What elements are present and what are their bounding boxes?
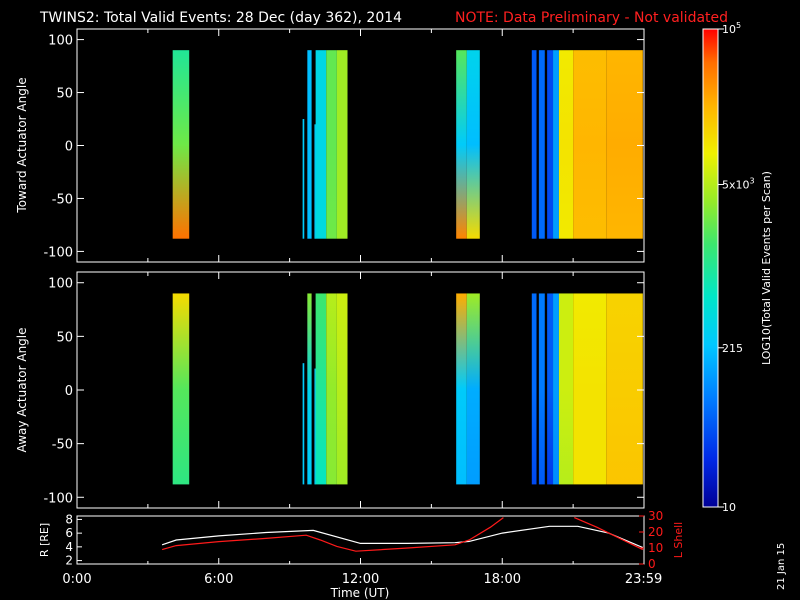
y-tick-label: 50 [56,87,73,102]
y-tick-label: 100 [48,277,73,292]
away-panel: 100 50 0 -50 -100 Away Actuator Angle [15,271,645,509]
heatmap-cell [606,293,643,485]
time-tick-label: 6:00 [204,572,233,587]
orbit-frame [76,515,645,565]
y-tick-label: -50 [52,192,73,207]
y-tick-label: 0 [65,384,73,399]
time-tick-label: 18:00 [484,572,521,587]
y-tick-label: 0 [65,140,73,155]
toward-panel: 100 50 0 -50 -100 Toward Actuator Angle [15,28,645,263]
heatmap-cell [172,50,190,239]
heatmap-cell [573,50,607,239]
colorbar: 10 215 5x103 105 LOG10(Total Valid Events p… [702,21,773,514]
lshell-tick-label: 30 [648,509,663,523]
heatmap-cell [315,50,327,239]
y-tick-label: 50 [56,330,73,345]
heatmap-cell [531,50,537,239]
heatmap-cell [302,363,305,485]
heatmap-cell [558,293,574,485]
heatmap-cell [456,50,467,239]
r-series-line [161,525,644,549]
r-tick-label: 6 [65,526,73,540]
heatmap-cell [547,293,554,485]
heatmap-cell [553,50,559,239]
heatmap-cell [315,293,327,485]
heatmap-cell [326,293,337,485]
heatmap-cell [531,293,537,485]
heatmap-cell [307,50,312,239]
heatmap-cell [547,50,554,239]
heatmap-cell [553,293,559,485]
heatmap-cell [466,50,480,239]
heatmap-cell [307,293,312,485]
heatmap-cell [538,50,545,239]
time-tick-label: 0:00 [62,572,91,587]
heatmap-cell [538,293,545,485]
time-tick-label: 23:59 [625,572,662,587]
y-tick-label: -100 [43,491,73,506]
r-tick-label: 2 [65,554,73,568]
lshell-series-line [161,517,504,552]
colorbar-tick-label: 105 [722,21,741,36]
lshell-axis-label: L Shell [672,522,685,558]
heatmap-cell [336,293,348,485]
r-tick-label: 4 [65,540,73,554]
heatmap-cell [573,293,607,485]
heatmap-cell [466,293,480,485]
colorbar-gradient [702,28,719,508]
heatmap-cell [326,50,337,239]
heatmap-cell [314,124,316,239]
heatmap-cell [302,119,305,239]
colorbar-tick-label: 215 [722,342,743,355]
away-ylabel: Away Actuator Angle [15,327,29,452]
lshell-tick-label: 20 [648,525,663,539]
toward-ylabel: Toward Actuator Angle [15,77,29,213]
y-tick-label: 100 [48,34,73,49]
heatmap-cell [172,293,190,485]
heatmap-cell [606,50,643,239]
time-axis-label: Time (UT) [330,586,390,600]
lshell-series-line [574,517,644,551]
r-axis-label: R [RE] [38,523,51,557]
date-stamp: 21 Jan 15 [776,543,787,590]
preliminary-note: NOTE: Data Preliminary - Not validated [455,10,728,26]
y-tick-label: -100 [43,245,73,260]
lshell-tick-label: 10 [648,541,663,555]
lshell-tick-label: 0 [648,557,656,571]
colorbar-tick-label: 10 [722,501,736,514]
heatmap-cell [336,50,348,239]
r-tick-label: 8 [65,512,73,526]
heatmap-cell [558,50,574,239]
colorbar-label: LOG10(Total Valid Events per Scan) [760,171,773,365]
chart-title: TWINS2: Total Valid Events: 28 Dec (day … [39,10,402,26]
y-tick-label: -50 [52,438,73,453]
heatmap-cell [314,368,316,485]
time-tick-label: 12:00 [342,572,379,587]
colorbar-tick-label: 5x103 [722,176,755,191]
heatmap-cell [456,293,467,485]
